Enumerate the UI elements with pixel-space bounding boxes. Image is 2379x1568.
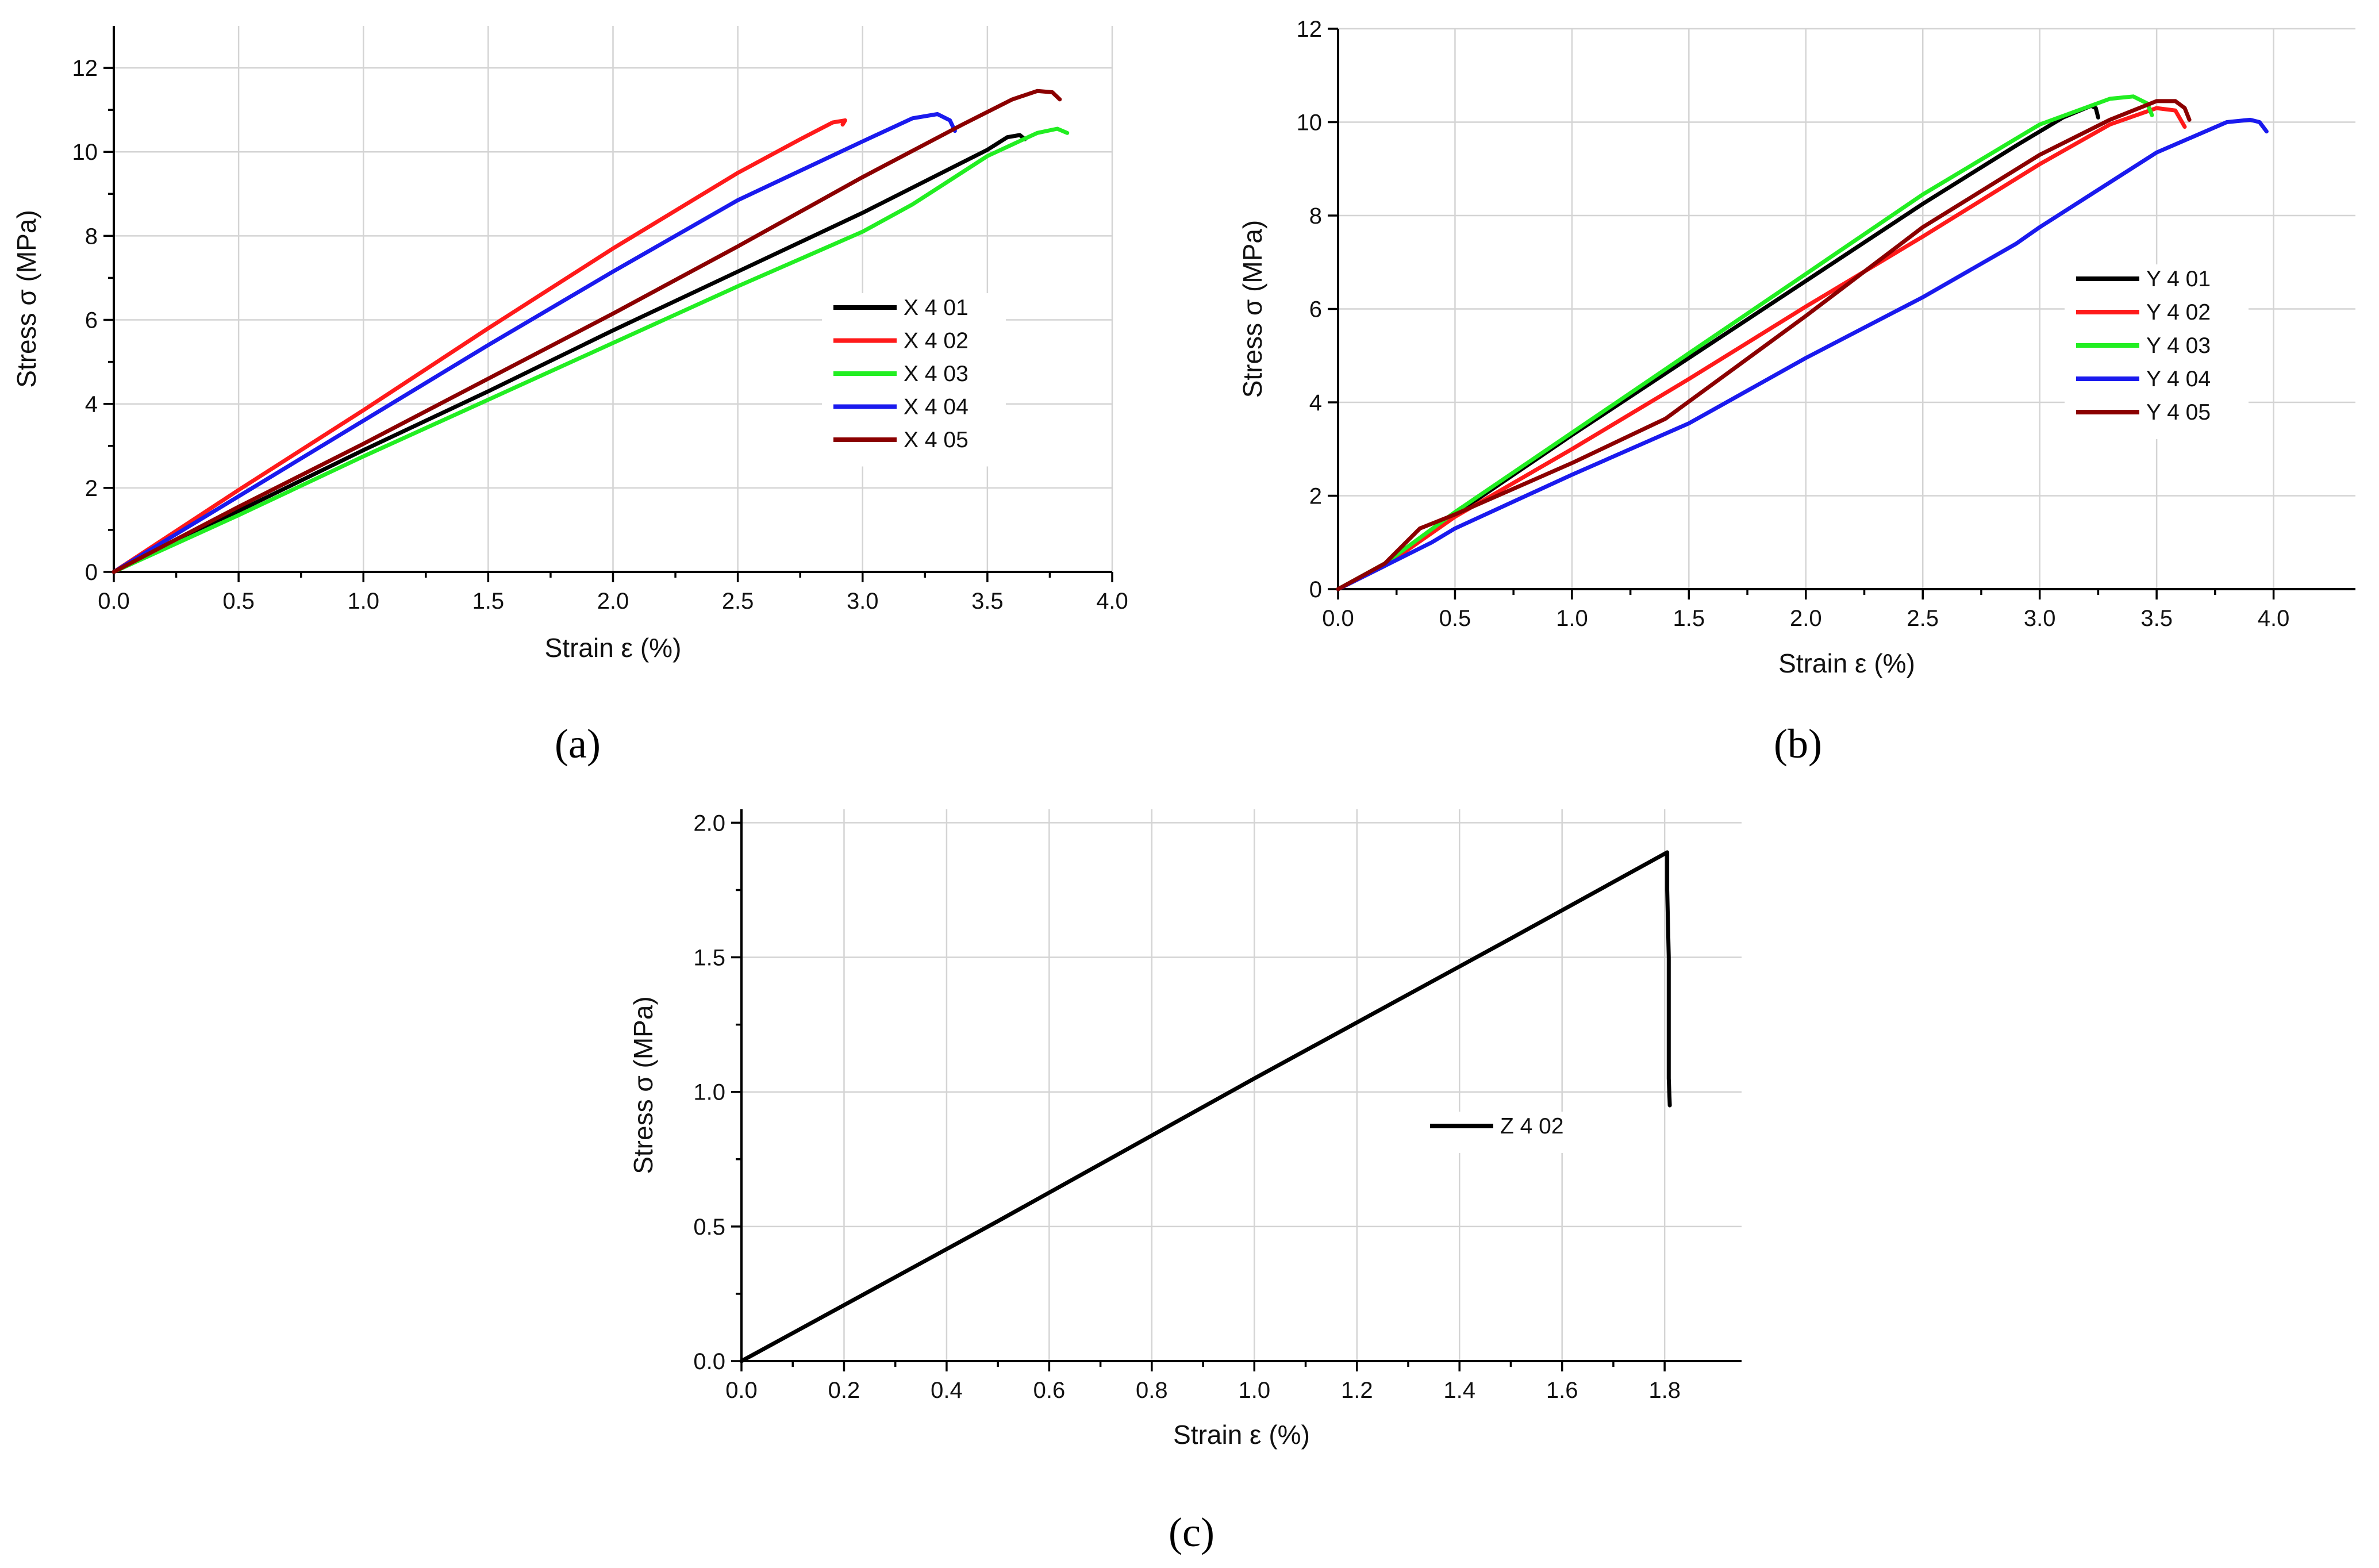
y-tick-label: 8 — [85, 224, 98, 249]
y-ticks: 0.0 0.5 1.0 1.5 2.0 — [693, 810, 741, 1374]
x-tick-label: 3.0 — [2024, 606, 2056, 631]
legend-background — [1419, 1112, 1602, 1153]
x-tick-label: 2.5 — [1907, 606, 1939, 631]
series-line-y-4-05 — [1336, 99, 2192, 591]
y-axis-title: Stress σ (MPa) — [11, 210, 41, 388]
y-tick-label: 10 — [72, 140, 98, 165]
y-tick-label: 6 — [85, 308, 98, 333]
legend-label: Y 4 02 — [2146, 300, 2211, 325]
x-tick-label: 1.5 — [472, 589, 505, 614]
legend-label: Y 4 03 — [2146, 333, 2211, 358]
x-tick-label: 4.0 — [1096, 589, 1128, 614]
x-tick-label: 2.0 — [1790, 606, 1822, 631]
x-tick-label: 0.5 — [222, 589, 255, 614]
x-tick-label: 3.5 — [2140, 606, 2173, 631]
gridlines — [741, 809, 1742, 1361]
series-group — [1336, 94, 2269, 591]
y-axis-title: Stress σ (MPa) — [628, 996, 658, 1174]
series-group — [739, 850, 1672, 1363]
y-tick-label: 2 — [1309, 484, 1322, 509]
x-tick-label: 1.5 — [1673, 606, 1705, 631]
series-line-y-4-04 — [1336, 117, 2269, 591]
gridlines — [1338, 28, 2355, 589]
y-ticks: 0 2 4 6 8 10 12 — [1297, 17, 1338, 602]
y-tick-label: 4 — [85, 392, 98, 417]
series-line-x-4-05 — [112, 89, 1062, 574]
series-line-x-4-04 — [112, 112, 957, 574]
y-tick-label: 1.5 — [693, 946, 725, 971]
x-tick-label: 0.8 — [1136, 1378, 1168, 1403]
x-tick-label: 1.8 — [1648, 1378, 1681, 1403]
x-tick-label: 0.0 — [725, 1378, 758, 1403]
x-tick-label: 1.0 — [347, 589, 379, 614]
x-tick-label: 0.4 — [931, 1378, 963, 1403]
x-tick-label: 1.2 — [1341, 1378, 1373, 1403]
x-tick-label: 0.5 — [1439, 606, 1471, 631]
x-ticks: 0.0 0.5 1.0 1.5 2.0 2.5 3.0 3.5 4.0 — [98, 572, 1128, 614]
series-line-x-4-01 — [112, 133, 1027, 574]
y-tick-label: 6 — [1309, 297, 1322, 322]
series-line-z-4-02 — [739, 850, 1672, 1363]
x-tick-label: 0.0 — [98, 589, 130, 614]
chart-panel-a: 0.0 0.5 1.0 1.5 2.0 2.5 3.0 3.5 4.0 0 2 4 6 8 10 12 Stra… — [11, 26, 1128, 767]
chart-panel-b: 0.0 0.5 1.0 1.5 2.0 2.5 3.0 3.5 4.0 0 2 4 6 8 10 12 Stra… — [1237, 17, 2355, 767]
x-tick-label: 0.6 — [1033, 1378, 1066, 1403]
legend-label: X 4 02 — [904, 329, 968, 353]
y-axis-title: Stress σ (MPa) — [1237, 220, 1267, 398]
panel-label: (b) — [1774, 721, 1822, 767]
y-tick-label: 0.0 — [693, 1349, 725, 1374]
y-tick-label: 12 — [1297, 17, 1323, 42]
x-ticks: 0.0 0.5 1.0 1.5 2.0 2.5 3.0 3.5 4.0 — [1322, 589, 2289, 631]
legend-label: Y 4 04 — [2146, 367, 2211, 391]
x-tick-label: 2.0 — [597, 589, 629, 614]
x-tick-label: 3.0 — [847, 589, 879, 614]
legend-label: X 4 05 — [904, 428, 968, 452]
x-tick-label: 4.0 — [2258, 606, 2290, 631]
x-tick-label: 0.2 — [828, 1378, 860, 1403]
legend: Y 4 01 Y 4 02 Y 4 03 Y 4 04 Y 4 05 — [2065, 264, 2249, 439]
x-tick-label: 3.5 — [971, 589, 1004, 614]
legend: X 4 01 X 4 02 X 4 03 X 4 04 X 4 05 — [822, 293, 1006, 467]
y-tick-label: 0.5 — [693, 1215, 725, 1240]
series-line-x-4-03 — [112, 126, 1070, 574]
y-tick-label: 2 — [85, 476, 98, 501]
y-tick-label: 1.0 — [693, 1080, 725, 1105]
legend-label: X 4 04 — [904, 395, 968, 420]
legend-label: X 4 01 — [904, 295, 968, 320]
y-tick-label: 0 — [85, 560, 98, 585]
y-tick-label: 0 — [1309, 577, 1322, 602]
legend-label: Z 4 02 — [1500, 1114, 1564, 1139]
panel-label: (c) — [1169, 1509, 1215, 1555]
y-ticks: 0 2 4 6 8 10 12 — [72, 56, 114, 585]
x-axis-title: Strain ε (%) — [1173, 1420, 1310, 1450]
legend-label: Y 4 01 — [2146, 267, 2211, 291]
series-group — [112, 89, 1070, 574]
legend-label: Y 4 05 — [2146, 400, 2211, 425]
series-line-x-4-02 — [112, 118, 847, 574]
x-tick-label: 2.5 — [722, 589, 754, 614]
chart-panel-c: 0.0 0.2 0.4 0.6 0.8 1.0 1.2 1.4 1.6 1.8 0.0 0.5 1.0 1… — [628, 809, 1742, 1555]
x-ticks: 0.0 0.2 0.4 0.6 0.8 1.0 1.2 1.4 1.6 1.8 — [725, 1361, 1681, 1403]
y-tick-label: 8 — [1309, 203, 1322, 229]
x-tick-label: 1.4 — [1443, 1378, 1475, 1403]
legend-label: X 4 03 — [904, 362, 968, 386]
y-tick-label: 10 — [1297, 110, 1323, 136]
x-tick-label: 1.0 — [1239, 1378, 1271, 1403]
x-axis-title: Strain ε (%) — [545, 633, 682, 663]
y-tick-label: 2.0 — [693, 810, 725, 836]
y-tick-label: 4 — [1309, 390, 1322, 416]
x-tick-label: 0.0 — [1322, 606, 1354, 631]
y-tick-label: 12 — [72, 56, 98, 81]
x-axis-title: Strain ε (%) — [1778, 648, 1915, 678]
x-tick-label: 1.0 — [1556, 606, 1588, 631]
x-tick-label: 1.6 — [1546, 1378, 1578, 1403]
panel-label: (a) — [555, 721, 601, 767]
legend: Z 4 02 — [1419, 1112, 1602, 1153]
